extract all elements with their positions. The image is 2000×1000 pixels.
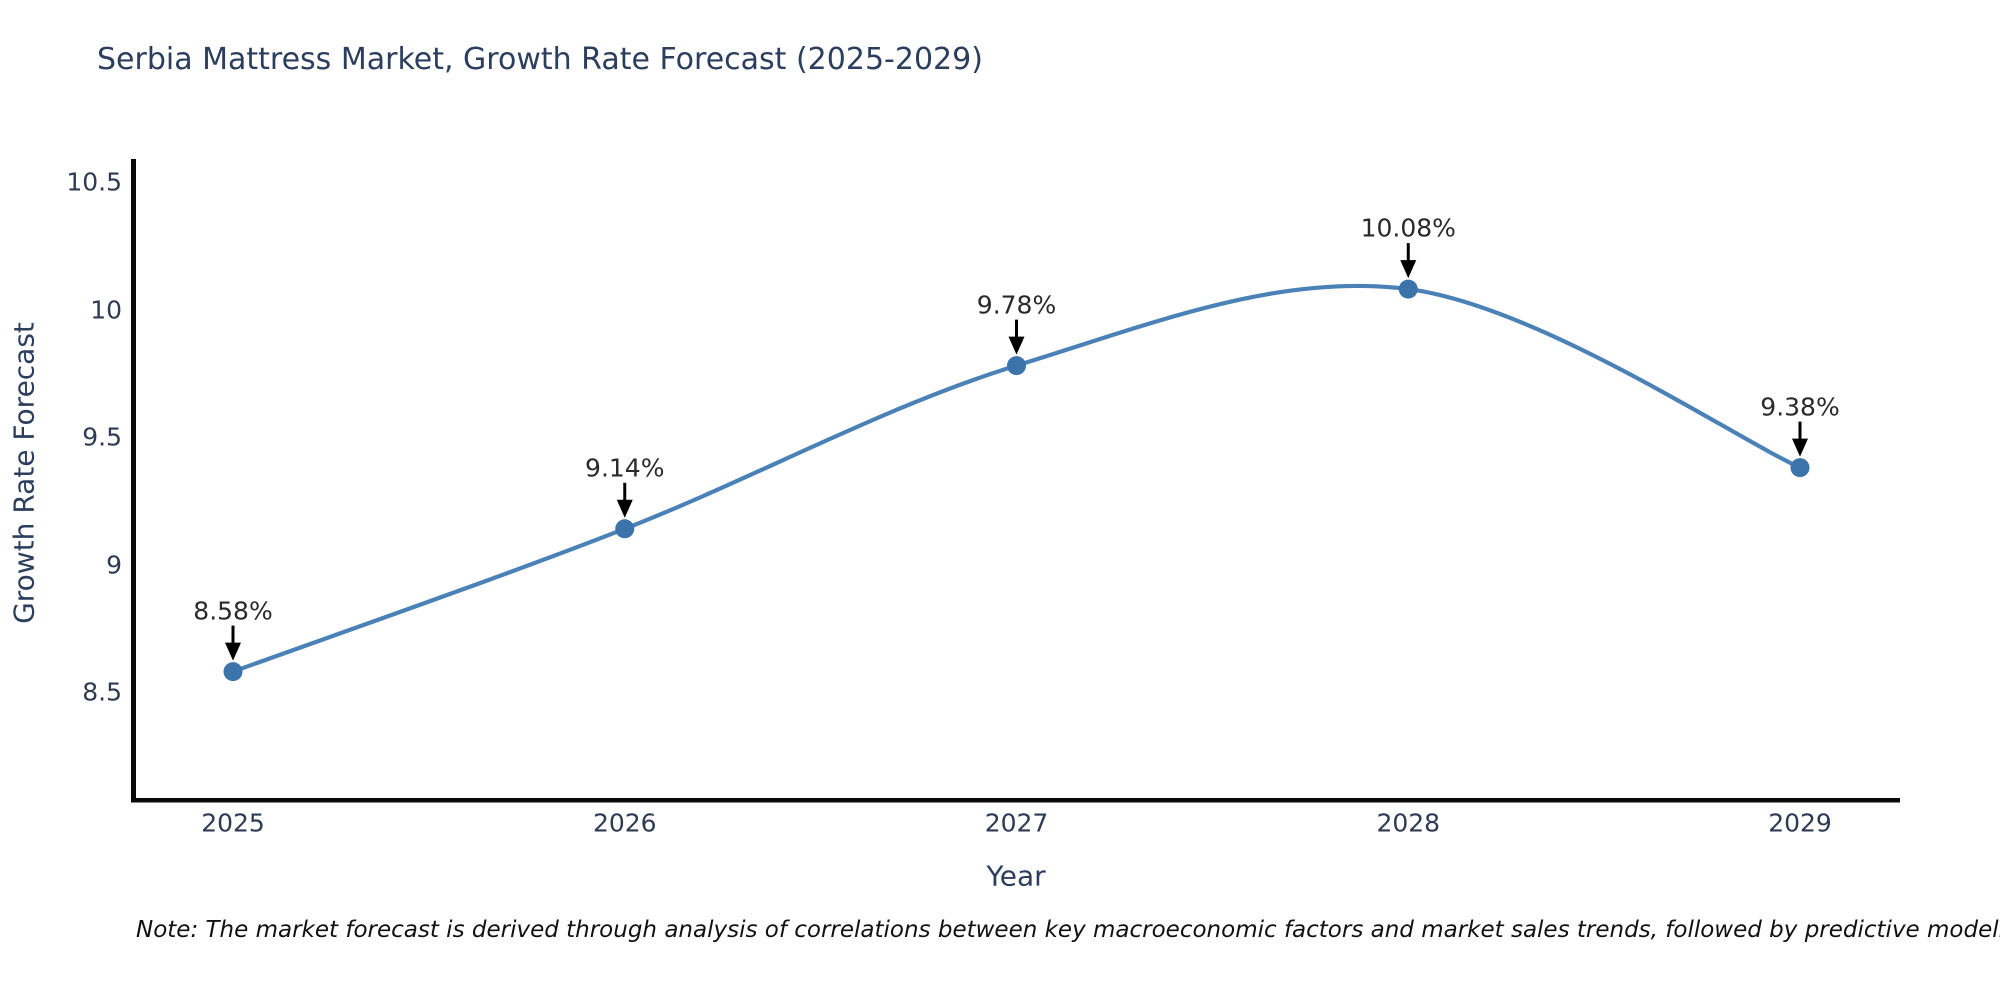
y-tick-label-8.5: 8.5: [82, 677, 122, 707]
data-point-marker-2028[interactable]: [1398, 279, 1418, 299]
data-point-marker-2026[interactable]: [615, 519, 635, 539]
annotation-arrow-head: [1008, 336, 1025, 355]
x-tick-label-2028: 2028: [1376, 808, 1441, 838]
point-value-label-2028: 10.08%: [1360, 213, 1456, 243]
point-value-label-2026: 9.14%: [585, 453, 665, 483]
x-tick-label-2029: 2029: [1768, 808, 1832, 838]
data-point-marker-2025[interactable]: [223, 662, 243, 682]
annotation-arrow-head: [1792, 438, 1808, 457]
x-tick-label-2026: 2026: [592, 808, 657, 838]
annotation-arrow-head: [1400, 260, 1417, 279]
y-tick-label-9.5: 9.5: [82, 422, 122, 452]
chart-title: Serbia Mattress Market, Growth Rate Fore…: [97, 42, 983, 77]
annotation-arrow-head: [616, 499, 633, 518]
point-value-label-2025: 8.58%: [193, 596, 273, 626]
data-point-marker-2027[interactable]: [1007, 356, 1026, 376]
point-value-label-2027: 9.78%: [976, 290, 1057, 320]
x-tick-label-2025: 2025: [201, 808, 265, 838]
y-tick-label-10.5: 10.5: [66, 167, 122, 197]
x-axis-spine: [131, 798, 1900, 803]
x-tick-label-2027: 2027: [984, 808, 1049, 838]
y-tick-label-9: 9: [106, 550, 122, 579]
footnote: Note: The market forecast is derived thr…: [136, 917, 2000, 943]
y-tick-label-10: 10: [90, 295, 122, 324]
x-axis-title: Year: [986, 859, 1046, 893]
point-value-label-2029: 9.38%: [1760, 392, 1840, 422]
data-point-marker-2029[interactable]: [1790, 458, 1810, 478]
annotation-arrow-head: [225, 642, 241, 661]
y-axis-spine: [131, 159, 136, 802]
